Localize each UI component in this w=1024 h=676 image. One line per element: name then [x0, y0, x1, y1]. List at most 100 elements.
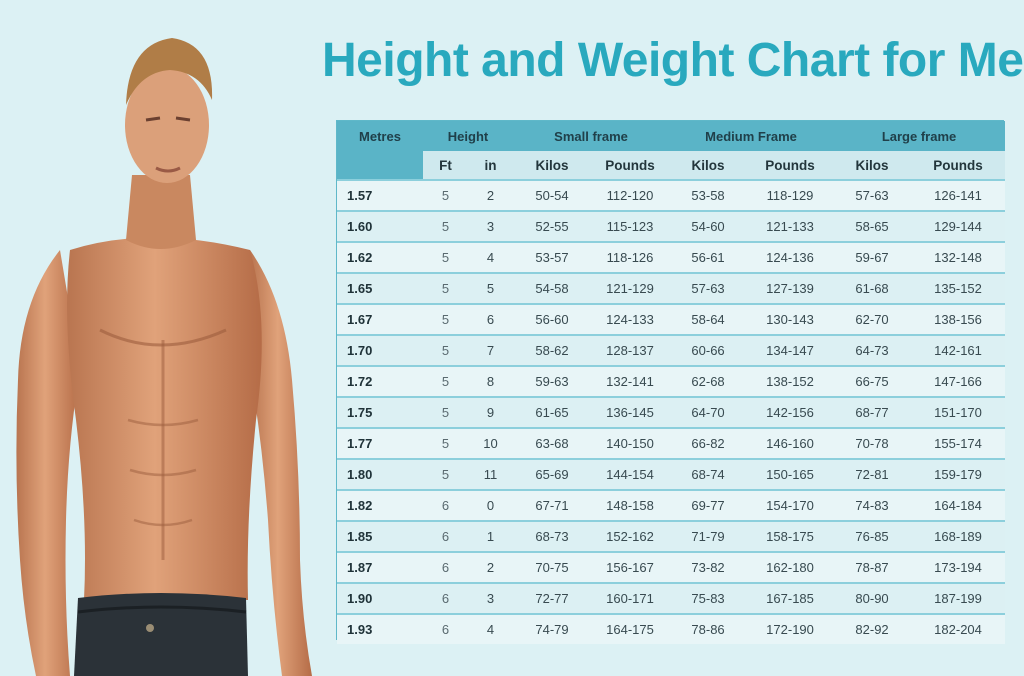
- height-header: Height: [423, 121, 514, 151]
- medium-kilos-cell: 75-83: [669, 582, 748, 614]
- in-cell: 10: [468, 427, 514, 459]
- large-kilos-cell: 70-78: [833, 427, 912, 459]
- large-kilos-cell: 61-68: [833, 272, 912, 304]
- table-row: 1.60 5 3 52-55 115-123 54-60 121-133 58-65 129-1…: [337, 210, 1006, 242]
- small-pounds-cell: 156-167: [591, 551, 670, 583]
- metres-cell: 1.80: [337, 458, 423, 490]
- ft-cell: 5: [423, 303, 468, 335]
- metres-cell: 1.62: [337, 241, 423, 273]
- small-kilos-header: Kilos: [513, 151, 592, 180]
- large-pounds-cell: 164-184: [911, 489, 1006, 521]
- medium-pounds-cell: 142-156: [747, 396, 834, 428]
- table-row: 1.85 6 1 68-73 152-162 71-79 158-175 76-85 168-1…: [337, 520, 1006, 552]
- metres-sub-header: [337, 151, 423, 180]
- large-pounds-cell: 155-174: [911, 427, 1006, 459]
- small-kilos-cell: 52-55: [513, 210, 592, 242]
- large-pounds-cell: 187-199: [911, 582, 1006, 614]
- large-pounds-cell: 182-204: [911, 613, 1006, 644]
- table-row: 1.87 6 2 70-75 156-167 73-82 162-180 78-87 173-1…: [337, 551, 1006, 583]
- medium-pounds-cell: 158-175: [747, 520, 834, 552]
- small-kilos-cell: 65-69: [513, 458, 592, 490]
- table-row: 1.57 5 2 50-54 112-120 53-58 118-129 57-63 126-1…: [337, 179, 1006, 211]
- small-pounds-cell: 128-137: [591, 334, 670, 366]
- large-kilos-cell: 64-73: [833, 334, 912, 366]
- metres-cell: 1.82: [337, 489, 423, 521]
- metres-cell: 1.77: [337, 427, 423, 459]
- in-header: in: [468, 151, 514, 180]
- medium-pounds-cell: 124-136: [747, 241, 834, 273]
- table-row: 1.82 6 0 67-71 148-158 69-77 154-170 74-83 164-1…: [337, 489, 1006, 521]
- ft-cell: 6: [423, 520, 468, 552]
- medium-pounds-cell: 130-143: [747, 303, 834, 335]
- in-cell: 0: [468, 489, 514, 521]
- in-cell: 11: [468, 458, 514, 490]
- small-pounds-cell: 164-175: [591, 613, 670, 644]
- small-pounds-header: Pounds: [591, 151, 670, 180]
- table-row: 1.93 6 4 74-79 164-175 78-86 172-190 82-92 182-2…: [337, 613, 1006, 644]
- large-kilos-cell: 80-90: [833, 582, 912, 614]
- small-pounds-cell: 160-171: [591, 582, 670, 614]
- metres-cell: 1.72: [337, 365, 423, 397]
- medium-kilos-cell: 56-61: [669, 241, 748, 273]
- ft-cell: 5: [423, 427, 468, 459]
- large-kilos-cell: 76-85: [833, 520, 912, 552]
- in-cell: 1: [468, 520, 514, 552]
- large-pounds-cell: 147-166: [911, 365, 1006, 397]
- medium-kilos-cell: 57-63: [669, 272, 748, 304]
- small-kilos-cell: 54-58: [513, 272, 592, 304]
- large-pounds-cell: 135-152: [911, 272, 1006, 304]
- ft-cell: 6: [423, 489, 468, 521]
- medium-kilos-cell: 78-86: [669, 613, 748, 644]
- small-frame-header: Small frame: [513, 121, 670, 151]
- large-kilos-cell: 72-81: [833, 458, 912, 490]
- medium-kilos-cell: 53-58: [669, 179, 748, 211]
- table-row: 1.67 5 6 56-60 124-133 58-64 130-143 62-70 138-1…: [337, 303, 1006, 335]
- small-pounds-cell: 121-129: [591, 272, 670, 304]
- large-pounds-header: Pounds: [911, 151, 1006, 180]
- data-table: Metres Height Small frame Medium Frame L…: [337, 121, 1006, 644]
- large-pounds-cell: 129-144: [911, 210, 1006, 242]
- large-kilos-cell: 58-65: [833, 210, 912, 242]
- in-cell: 3: [468, 582, 514, 614]
- large-kilos-cell: 68-77: [833, 396, 912, 428]
- large-kilos-cell: 62-70: [833, 303, 912, 335]
- metres-cell: 1.70: [337, 334, 423, 366]
- ft-cell: 5: [423, 365, 468, 397]
- medium-pounds-cell: 134-147: [747, 334, 834, 366]
- small-kilos-cell: 56-60: [513, 303, 592, 335]
- height-weight-table: Metres Height Small frame Medium Frame L…: [336, 120, 1006, 644]
- medium-kilos-cell: 58-64: [669, 303, 748, 335]
- small-kilos-cell: 70-75: [513, 551, 592, 583]
- metres-cell: 1.75: [337, 396, 423, 428]
- medium-pounds-cell: 127-139: [747, 272, 834, 304]
- large-kilos-cell: 74-83: [833, 489, 912, 521]
- small-pounds-cell: 148-158: [591, 489, 670, 521]
- ft-cell: 5: [423, 272, 468, 304]
- medium-kilos-header: Kilos: [669, 151, 748, 180]
- large-kilos-cell: 66-75: [833, 365, 912, 397]
- medium-pounds-cell: 167-185: [747, 582, 834, 614]
- small-kilos-cell: 59-63: [513, 365, 592, 397]
- large-pounds-cell: 151-170: [911, 396, 1006, 428]
- header-group-row: Metres Height Small frame Medium Frame L…: [337, 121, 1006, 151]
- small-kilos-cell: 50-54: [513, 179, 592, 211]
- in-cell: 3: [468, 210, 514, 242]
- metres-cell: 1.65: [337, 272, 423, 304]
- medium-pounds-cell: 154-170: [747, 489, 834, 521]
- metres-cell: 1.60: [337, 210, 423, 242]
- large-kilos-cell: 78-87: [833, 551, 912, 583]
- table-body: 1.57 5 2 50-54 112-120 53-58 118-129 57-63 126-1…: [337, 179, 1006, 644]
- metres-cell: 1.87: [337, 551, 423, 583]
- table-row: 1.70 5 7 58-62 128-137 60-66 134-147 64-73 142-1…: [337, 334, 1006, 366]
- ft-cell: 5: [423, 210, 468, 242]
- medium-pounds-cell: 118-129: [747, 179, 834, 211]
- in-cell: 2: [468, 179, 514, 211]
- medium-kilos-cell: 69-77: [669, 489, 748, 521]
- small-kilos-cell: 63-68: [513, 427, 592, 459]
- in-cell: 6: [468, 303, 514, 335]
- in-cell: 5: [468, 272, 514, 304]
- medium-kilos-cell: 66-82: [669, 427, 748, 459]
- table-row: 1.65 5 5 54-58 121-129 57-63 127-139 61-68 135-1…: [337, 272, 1006, 304]
- ft-header: Ft: [423, 151, 468, 180]
- large-pounds-cell: 173-194: [911, 551, 1006, 583]
